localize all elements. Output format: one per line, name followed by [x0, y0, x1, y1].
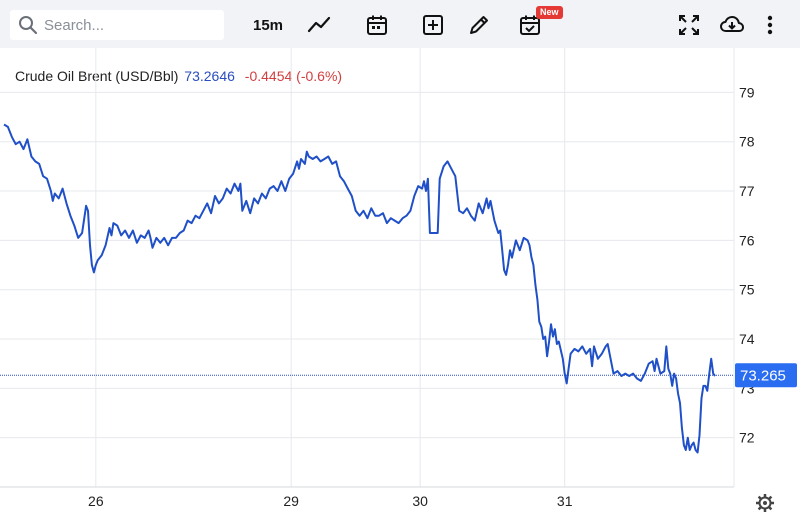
line-chart-type-button[interactable] [305, 11, 333, 39]
calendar-icon [367, 15, 387, 35]
more-vertical-icon [767, 15, 773, 35]
fullscreen-icon [679, 15, 699, 35]
search-input[interactable] [44, 16, 214, 34]
x-tick-label: 29 [283, 493, 299, 509]
toolbar: 15m [0, 0, 800, 48]
settings-gear-icon [758, 496, 772, 510]
x-tick-label: 31 [557, 493, 573, 509]
y-tick-label: 72 [739, 430, 755, 446]
last-price-label: 73.265 [735, 363, 797, 388]
price-series-line [3, 123, 716, 454]
search-box[interactable] [10, 10, 224, 40]
calendar-check-icon [520, 15, 540, 35]
chart-grid [0, 48, 734, 487]
current-price: 73.2646 [184, 68, 235, 84]
pencil-icon [470, 16, 488, 34]
y-tick-label: 79 [739, 84, 755, 100]
chart-settings-button[interactable] [756, 494, 774, 512]
x-axis-ticks: 26 29 30 31 [88, 493, 573, 509]
y-tick-label: 78 [739, 134, 755, 150]
download-button[interactable] [717, 11, 747, 39]
y-tick-label: 77 [739, 183, 755, 199]
draw-button[interactable] [465, 11, 493, 39]
search-icon [19, 16, 38, 35]
more-options-button[interactable] [760, 11, 780, 39]
instrument-name: Crude Oil Brent (USD/Bbl) [15, 68, 179, 84]
interval-button[interactable]: 15m [252, 16, 284, 34]
last-price-label-bg [735, 363, 797, 388]
date-range-button[interactable] [363, 11, 391, 39]
add-box-icon [423, 15, 443, 35]
line-chart-icon [307, 16, 331, 33]
cloud-download-icon [720, 16, 744, 32]
y-tick-label: 74 [739, 331, 755, 347]
x-tick-label: 30 [412, 493, 428, 509]
events-button[interactable] [516, 11, 544, 39]
fullscreen-button[interactable] [675, 11, 703, 39]
new-badge: New [536, 6, 563, 19]
x-tick-label: 26 [88, 493, 104, 509]
price-change: -0.4454 (-0.6%) [244, 68, 343, 84]
y-tick-label: 75 [739, 282, 755, 298]
add-indicator-button[interactable] [419, 11, 447, 39]
chart-legend: Crude Oil Brent (USD/Bbl) 73.2646 -0.445… [15, 68, 342, 84]
y-tick-label: 76 [739, 232, 755, 248]
last-price-label-text: 73.265 [740, 367, 786, 384]
